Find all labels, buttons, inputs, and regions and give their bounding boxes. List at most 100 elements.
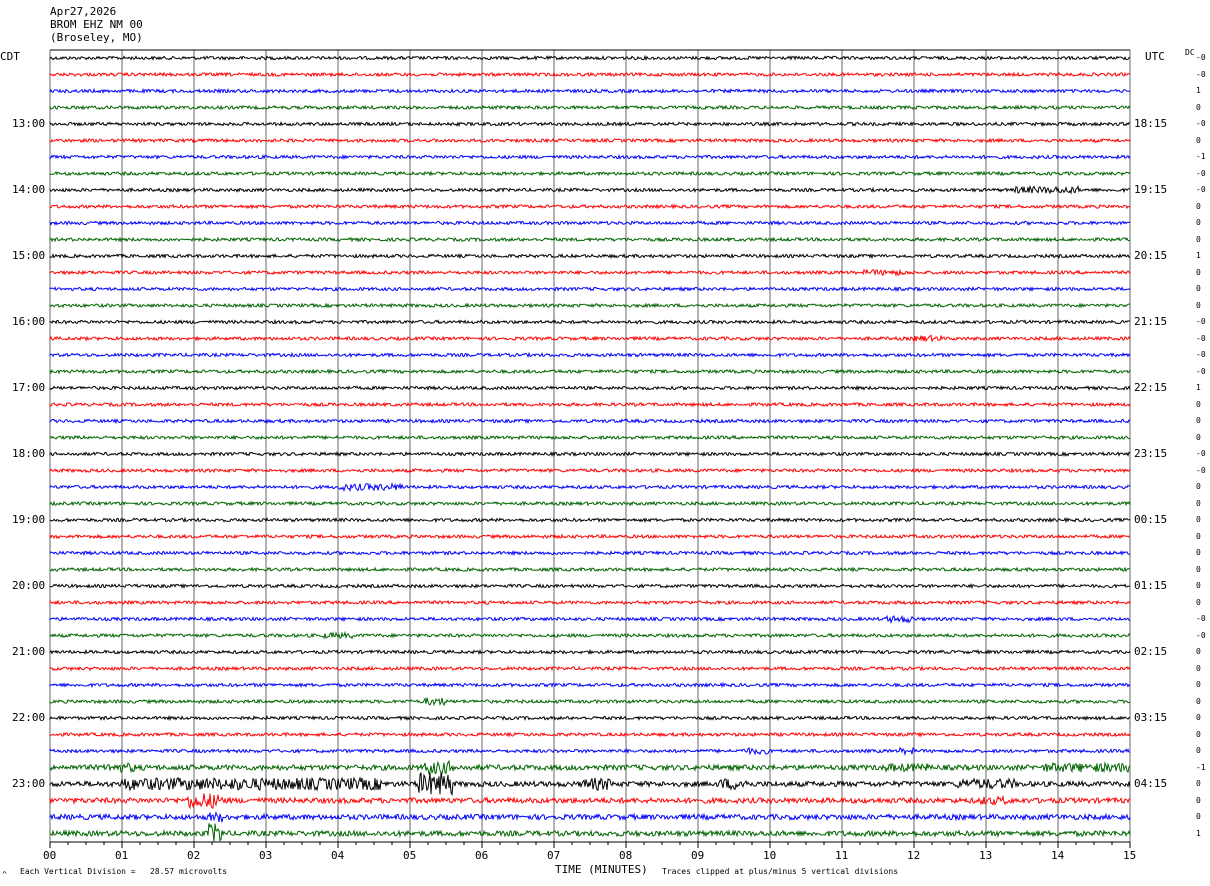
dc-offset-label: -0 bbox=[1196, 333, 1206, 343]
seismic-traces bbox=[49, 54, 1131, 842]
scale-note: Each Vertical Division = 28.57 microvolt… bbox=[20, 867, 228, 876]
x-tick-label: 06 bbox=[475, 849, 489, 862]
right-hour-label: 23:15 bbox=[1134, 447, 1168, 460]
x-tick-label: 13 bbox=[979, 849, 993, 862]
dc-offset-label: 0 bbox=[1196, 432, 1201, 442]
left-hour-label: 23:00 bbox=[12, 777, 46, 790]
dc-offset-label: 0 bbox=[1196, 812, 1201, 821]
dc-offset-label: 1 bbox=[1196, 383, 1201, 392]
trace-21 bbox=[49, 384, 1131, 392]
right-hour-label: 00:15 bbox=[1134, 513, 1168, 526]
dc-offset-label: 0 bbox=[1196, 564, 1201, 574]
dc-offset-label: 0 bbox=[1196, 779, 1201, 788]
chart-title-block: Apr27,2026 BROM EHZ NM 00 (Broseley, MO) bbox=[50, 5, 143, 44]
dc-offset-label: 0 bbox=[1196, 696, 1201, 706]
right-hour-label: 04:15 bbox=[1134, 777, 1168, 790]
dc-offset-label: 0 bbox=[1196, 498, 1201, 508]
trace-20 bbox=[49, 368, 1131, 375]
trace-44 bbox=[49, 759, 1131, 776]
dc-offset-label: -0 bbox=[1196, 69, 1206, 79]
dc-offset-label: -0 bbox=[1196, 614, 1206, 623]
dc-offset-label: 0 bbox=[1196, 581, 1201, 590]
trace-18 bbox=[49, 334, 1131, 344]
clip-note: Traces clipped at plus/minus 5 vertical … bbox=[662, 867, 899, 876]
dc-offset-label: 0 bbox=[1196, 680, 1201, 689]
trace-6 bbox=[49, 137, 1131, 144]
left-hour-label: 20:00 bbox=[12, 579, 46, 592]
trace-25 bbox=[49, 450, 1131, 458]
trace-32 bbox=[49, 566, 1131, 573]
dc-offset-label: -0 bbox=[1196, 630, 1206, 640]
dc-offset-label: -0 bbox=[1196, 350, 1206, 359]
right-timezone-label: UTC bbox=[1145, 50, 1165, 63]
x-tick-label: 05 bbox=[403, 849, 417, 862]
trace-1 bbox=[49, 54, 1131, 62]
left-hour-label: 21:00 bbox=[12, 645, 46, 658]
trace-46 bbox=[49, 793, 1131, 810]
trace-40 bbox=[49, 697, 1131, 707]
right-hour-label: 03:15 bbox=[1134, 711, 1168, 724]
trace-48 bbox=[49, 823, 1131, 842]
trace-22 bbox=[49, 401, 1131, 408]
dc-offset-label: 0 bbox=[1196, 515, 1201, 524]
dc-offset-label: -1 bbox=[1196, 152, 1206, 161]
x-tick-label: 03 bbox=[259, 849, 273, 862]
trace-16 bbox=[49, 302, 1131, 309]
trace-33 bbox=[49, 583, 1131, 590]
right-hour-label: 20:15 bbox=[1134, 249, 1168, 262]
dc-offset-label: 0 bbox=[1196, 746, 1201, 755]
trace-24 bbox=[49, 434, 1131, 441]
dc-offset-label: 0 bbox=[1196, 201, 1201, 211]
right-hour-label: 19:15 bbox=[1134, 183, 1168, 196]
dc-offset-label: 0 bbox=[1196, 416, 1201, 425]
dc-offset-label: 0 bbox=[1196, 729, 1201, 739]
trace-31 bbox=[49, 549, 1130, 557]
trace-13 bbox=[49, 252, 1131, 260]
trace-38 bbox=[49, 665, 1131, 672]
trace-30 bbox=[49, 533, 1131, 540]
x-tick-label: 00 bbox=[43, 849, 57, 862]
dc-offset-label: 0 bbox=[1196, 795, 1201, 805]
trace-17 bbox=[49, 318, 1131, 325]
trace-35 bbox=[49, 614, 1131, 625]
trace-10 bbox=[49, 203, 1131, 210]
dc-offset-label: 0 bbox=[1196, 597, 1201, 607]
trace-7 bbox=[49, 153, 1131, 161]
x-tick-label: 04 bbox=[331, 849, 345, 862]
right-hour-label: 01:15 bbox=[1134, 579, 1168, 592]
dc-offset-label: 0 bbox=[1196, 482, 1201, 491]
x-tick-label: 08 bbox=[619, 849, 633, 862]
trace-34 bbox=[49, 599, 1131, 606]
trace-2 bbox=[49, 71, 1131, 78]
trace-37 bbox=[49, 648, 1131, 656]
trace-5 bbox=[49, 120, 1131, 128]
dc-offset-label: 1 bbox=[1196, 86, 1201, 95]
minute-gridlines bbox=[49, 49, 1131, 842]
dc-offset-label: -0 bbox=[1196, 366, 1206, 376]
left-timezone-label: CDT bbox=[0, 50, 20, 63]
trace-45 bbox=[49, 772, 1131, 797]
x-tick-label: 10 bbox=[763, 849, 777, 862]
trace-19 bbox=[49, 351, 1131, 359]
dc-offset-label: 0 bbox=[1196, 218, 1201, 227]
trace-11 bbox=[49, 219, 1131, 226]
dc-offset-label: 0 bbox=[1196, 102, 1201, 112]
left-hour-label: 14:00 bbox=[12, 183, 46, 196]
trace-3 bbox=[49, 87, 1131, 95]
x-axis bbox=[49, 841, 1131, 848]
dc-offset-label: 0 bbox=[1196, 531, 1201, 541]
dc-offset-label: 0 bbox=[1196, 548, 1201, 557]
x-tick-label: 07 bbox=[547, 849, 561, 862]
trace-28 bbox=[49, 500, 1131, 507]
dc-offset-label: -0 bbox=[1196, 185, 1206, 194]
right-hour-label: 22:15 bbox=[1134, 381, 1168, 394]
station-location: (Broseley, MO) bbox=[50, 31, 143, 44]
trace-41 bbox=[49, 714, 1131, 722]
dc-offset-label: 0 bbox=[1196, 713, 1201, 722]
dc-offset-label: 0 bbox=[1196, 234, 1201, 244]
trace-26 bbox=[49, 467, 1131, 474]
right-hour-label: 02:15 bbox=[1134, 645, 1168, 658]
trace-36 bbox=[49, 630, 1131, 640]
x-tick-label: 11 bbox=[835, 849, 849, 862]
